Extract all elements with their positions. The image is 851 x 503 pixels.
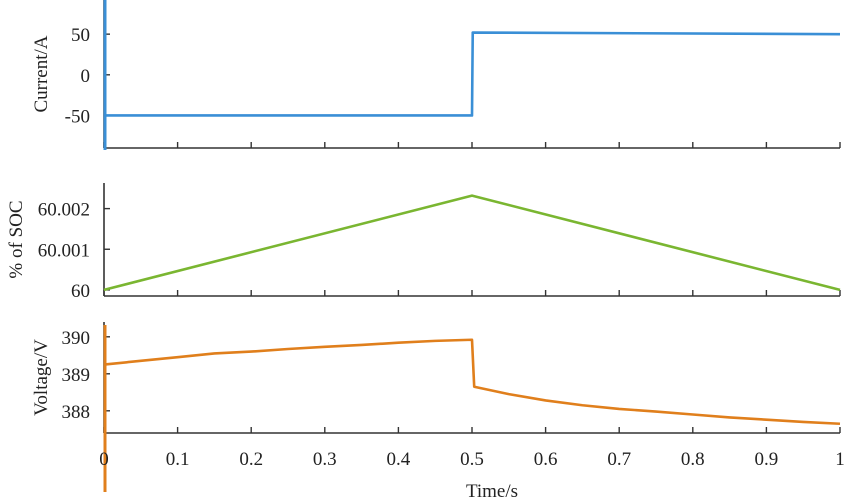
panel-1: 50 0 -50 Current/A	[31, 0, 841, 149]
x-tick-label: 0.6	[534, 449, 558, 470]
series-line	[104, 31, 841, 117]
y-tick-label: 388	[62, 402, 91, 423]
y-tick-label: 60.002	[38, 200, 90, 221]
y-tick-label: 0	[81, 66, 91, 87]
y-tick-label: 390	[62, 328, 91, 349]
x-tick-label: 0.9	[755, 449, 779, 470]
x-tick-label: 0	[99, 449, 109, 470]
x-tick-label: 0.8	[681, 449, 705, 470]
x-axis-label: Time/s	[466, 481, 518, 502]
x-tick-label: 0.3	[313, 449, 337, 470]
y-tick-label: 60	[71, 281, 90, 302]
x-tick-label: 0.4	[387, 449, 411, 470]
y-tick-label: -50	[65, 106, 90, 127]
y-tick-label: 389	[62, 365, 91, 386]
y-axis-label: % of SOC	[6, 200, 27, 278]
x-tick-label: 0.1	[166, 449, 190, 470]
x-tick-label: 1	[835, 449, 845, 470]
y-axis-label: Current/A	[31, 35, 52, 112]
x-tick-label: 0.2	[239, 449, 263, 470]
panel-3: 390 389 388 Voltage/V	[31, 322, 841, 434]
panel-2: 60.002 60.001 60 % of SOC	[6, 183, 841, 302]
y-axis-label: Voltage/V	[31, 339, 52, 416]
series-line	[103, 338, 841, 426]
x-tick-label: 0.5	[460, 449, 484, 470]
y-tick-label: 60.001	[38, 240, 90, 261]
y-tick-label: 50	[71, 25, 90, 46]
x-tick-label: 0.7	[607, 449, 631, 470]
series-line	[103, 194, 841, 292]
